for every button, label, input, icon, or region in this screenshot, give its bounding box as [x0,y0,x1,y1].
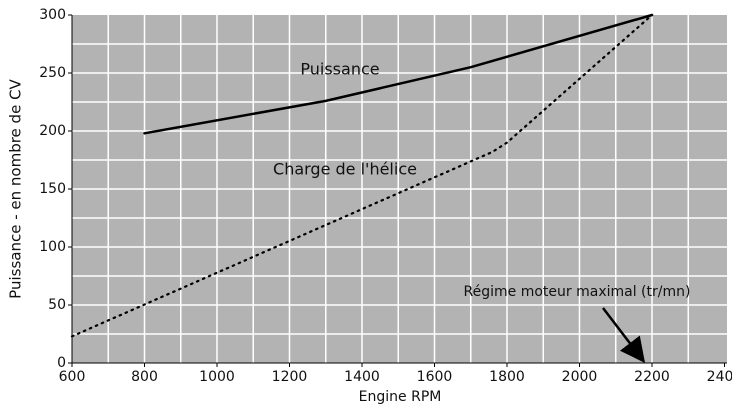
x-tick-label: 1600 [417,369,453,385]
series-line [70,13,654,338]
y-tick-label: 100 [39,239,66,255]
x-tick-label: 1800 [489,369,525,385]
x-tick-label: 2000 [562,369,598,385]
series-label: Puissance [300,60,379,79]
y-axis-label: Puissance - en nombre de CV [7,78,25,298]
x-tick-label: 2200 [634,369,670,385]
x-tick-label: 600 [59,369,86,385]
series-line [143,13,654,135]
y-tick-label: 300 [39,7,66,23]
x-tick-label: 800 [131,369,158,385]
x-tick-label: 1000 [199,369,235,385]
y-tick-label: 50 [48,297,66,313]
x-tick-label: 1200 [272,369,308,385]
y-tick-label: 150 [39,181,66,197]
y-tick-label: 200 [39,123,66,139]
y-tick-label: 250 [39,65,66,81]
annotation-arrow [602,307,646,363]
y-tick-label: 0 [57,355,66,371]
annotation: Régime moteur maximal (tr/mn) [464,284,691,300]
x-axis-label: Engine RPM [359,389,442,405]
x-tick-label: 1400 [344,369,380,385]
series-label: Charge de l'hélice [273,160,417,179]
